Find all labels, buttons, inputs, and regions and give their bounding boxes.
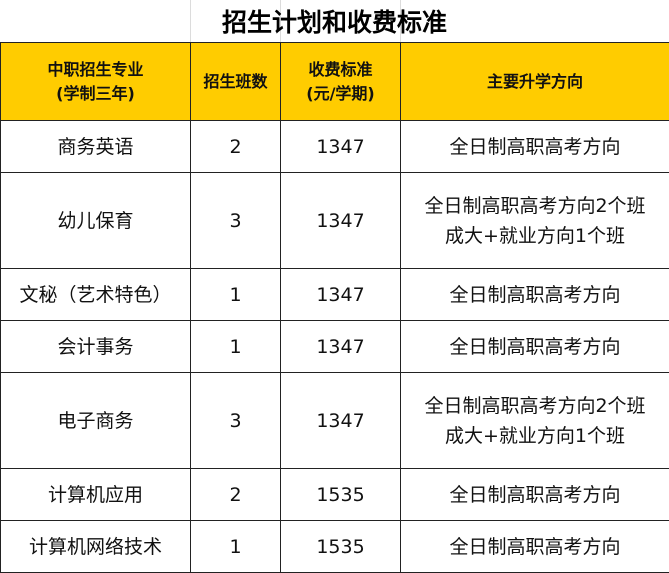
major-cell: 商务英语 (1, 121, 191, 173)
major-cell: 会计事务 (1, 321, 191, 373)
classes-cell: 2 (191, 469, 281, 521)
major-cell: 计算机网络技术 (1, 521, 191, 573)
classes-cell: 1 (191, 269, 281, 321)
classes-cell: 3 (191, 373, 281, 469)
classes-cell: 3 (191, 173, 281, 269)
header-row: 中职招生专业 (学制三年) 招生班数 收费标准 (元/学期) 主要升学方向 (1, 43, 669, 121)
direction-line2: 成大+就业方向1个班 (445, 225, 625, 247)
header-major-line2: (学制三年) (56, 84, 135, 103)
fee-cell: 1347 (281, 121, 401, 173)
header-major-line1: 中职招生专业 (47, 60, 143, 79)
fee-cell: 1535 (281, 469, 401, 521)
direction-cell: 全日制高职高考方向 (401, 521, 669, 573)
major-cell: 幼儿保育 (1, 173, 191, 269)
header-fee: 收费标准 (元/学期) (281, 43, 401, 121)
header-classes: 招生班数 (191, 43, 281, 121)
major-cell: 电子商务 (1, 373, 191, 469)
major-cell: 计算机应用 (1, 469, 191, 521)
fee-cell: 1347 (281, 173, 401, 269)
direction-cell: 全日制高职高考方向2个班成大+就业方向1个班 (401, 373, 669, 469)
direction-line1: 全日制高职高考方向 (449, 136, 620, 158)
direction-line1: 全日制高职高考方向 (449, 336, 620, 358)
direction-cell: 全日制高职高考方向 (401, 321, 669, 373)
direction-line2: 成大+就业方向1个班 (445, 425, 625, 447)
direction-line1: 全日制高职高考方向2个班 (424, 395, 645, 417)
major-cell: 文秘（艺术特色） (1, 269, 191, 321)
direction-cell: 全日制高职高考方向 (401, 469, 669, 521)
classes-cell: 1 (191, 521, 281, 573)
fee-cell: 1535 (281, 521, 401, 573)
direction-cell: 全日制高职高考方向 (401, 121, 669, 173)
header-fee-line1: 收费标准 (308, 60, 372, 79)
direction-cell: 全日制高职高考方向 (401, 269, 669, 321)
direction-cell: 全日制高职高考方向2个班成大+就业方向1个班 (401, 173, 669, 269)
fee-cell: 1347 (281, 321, 401, 373)
fee-cell: 1347 (281, 269, 401, 321)
direction-line1: 全日制高职高考方向 (449, 484, 620, 506)
classes-cell: 2 (191, 121, 281, 173)
header-direction: 主要升学方向 (401, 43, 669, 121)
header-major: 中职招生专业 (学制三年) (1, 43, 191, 121)
direction-line1: 全日制高职高考方向 (449, 284, 620, 306)
direction-line1: 全日制高职高考方向2个班 (424, 195, 645, 217)
header-fee-line2: (元/学期) (306, 84, 374, 103)
enrollment-table: 中职招生专业 (学制三年) 招生班数 收费标准 (元/学期) 主要升学方向 商务英语… (0, 42, 669, 573)
classes-cell: 1 (191, 321, 281, 373)
direction-line1: 全日制高职高考方向 (449, 536, 620, 558)
fee-cell: 1347 (281, 373, 401, 469)
table-title: 招生计划和收费标准 (0, 0, 669, 42)
